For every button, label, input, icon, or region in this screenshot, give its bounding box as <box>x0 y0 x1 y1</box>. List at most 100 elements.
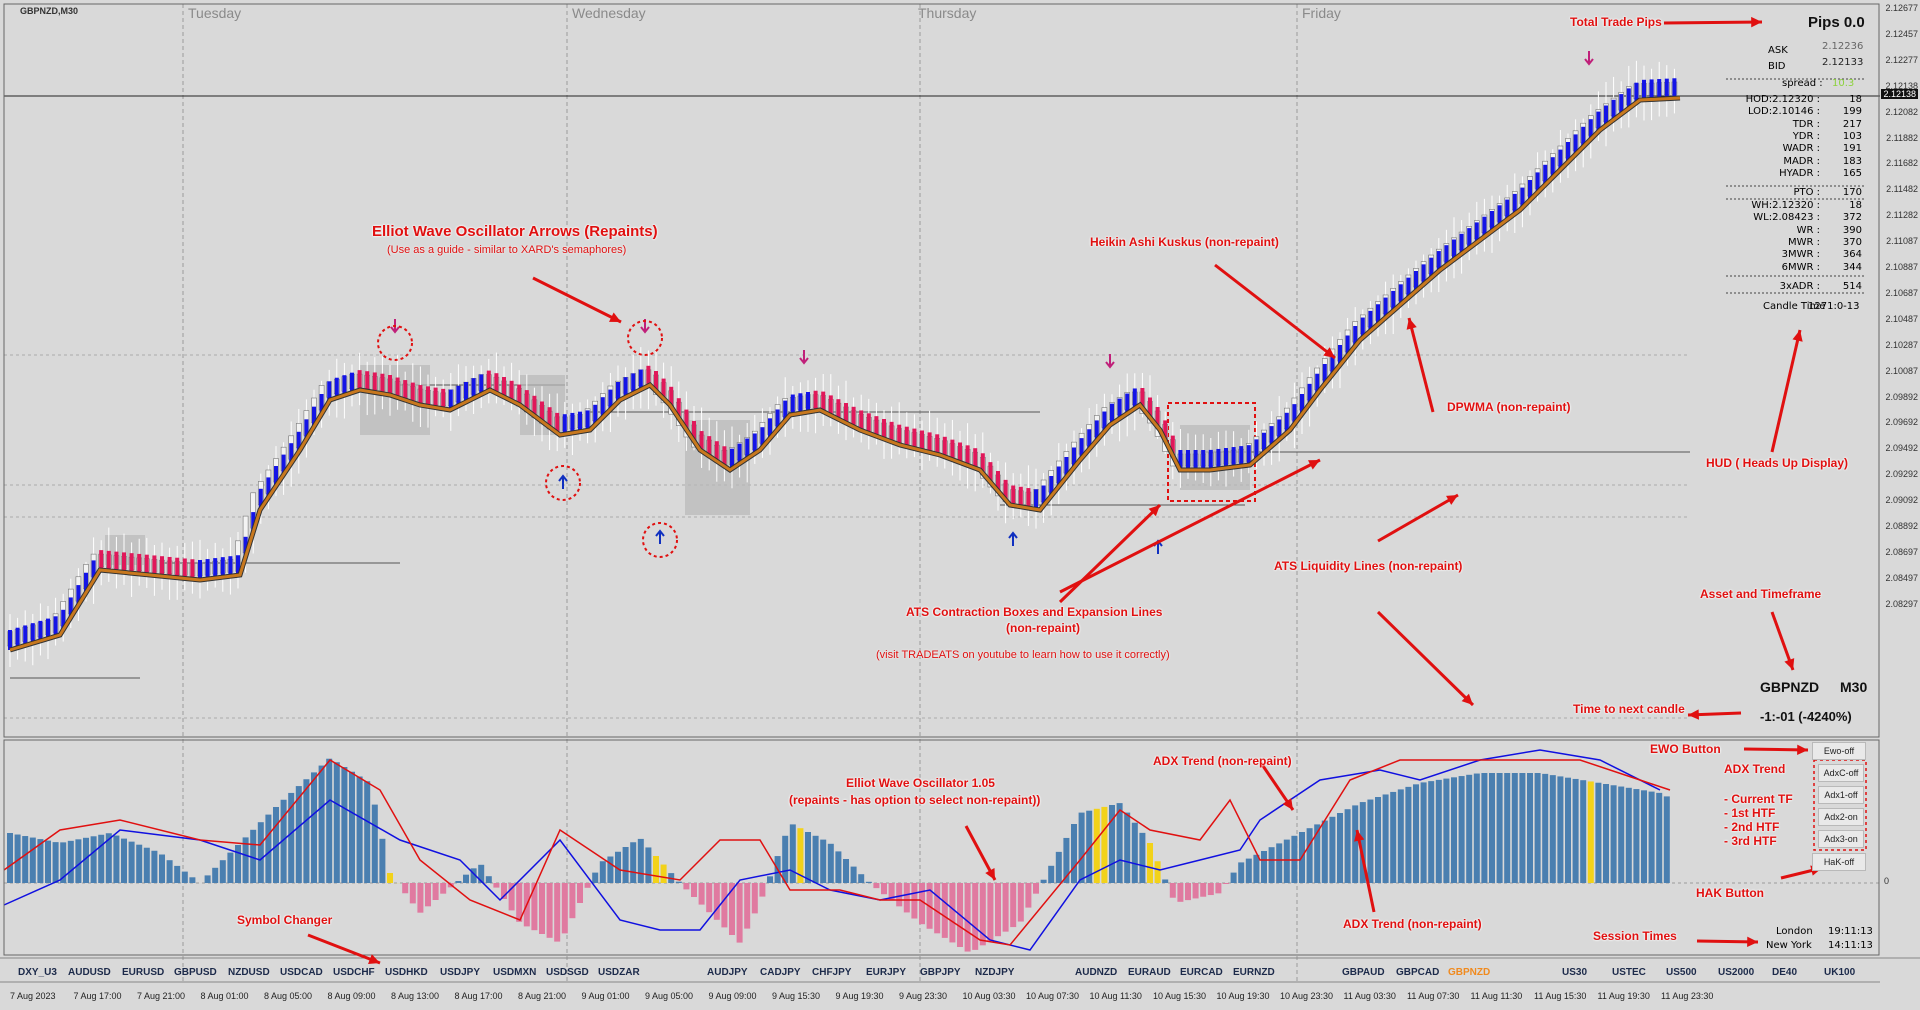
heikin-ashi-bear-bar <box>1163 420 1168 441</box>
ewo-histogram-bar <box>1641 790 1647 883</box>
symbol-button-audnzd[interactable]: AUDNZD <box>1075 967 1118 978</box>
symbol-button-nzdjpy[interactable]: NZDJPY <box>975 967 1015 978</box>
symbol-button-us30[interactable]: US30 <box>1562 967 1588 978</box>
symbol-button-uk100[interactable]: UK100 <box>1824 967 1856 978</box>
symbol-button-usdcad[interactable]: USDCAD <box>280 967 323 978</box>
symbol-button-eurusd[interactable]: EURUSD <box>122 967 165 978</box>
ewo-histogram-bar <box>660 864 667 883</box>
heikin-ashi-bull-bar <box>1619 94 1624 115</box>
heikin-ashi-bear-bar <box>441 388 446 409</box>
arrow-head <box>640 326 650 334</box>
hud-stat-value: 344 <box>1842 261 1862 273</box>
heikin-ashi-bull-bar <box>266 477 271 498</box>
price-axis-tick: 2.09892 <box>1885 391 1918 402</box>
symbol-button-cadjpy[interactable]: CADJPY <box>760 967 801 978</box>
heikin-ashi-bull-bar <box>1208 449 1213 470</box>
symbol-button-ustec[interactable]: USTEC <box>1612 967 1646 978</box>
symbol-button-chfjpy[interactable]: CHFJPY <box>812 967 852 978</box>
ewo-toggle-button[interactable]: Ewo-off <box>1812 742 1866 760</box>
session-london-label: London <box>1776 926 1813 937</box>
symbol-button-gbpcad[interactable]: GBPCAD <box>1396 967 1440 978</box>
ewo-histogram-bar <box>128 841 135 883</box>
ewo-histogram-bar <box>1587 781 1594 883</box>
hud-candle-time-label: Candle Time <box>1763 301 1826 312</box>
heikin-ashi-bull-bar <box>23 625 28 646</box>
ewo-histogram-bar <box>113 835 120 883</box>
heikin-ashi-bull-bar <box>1322 364 1327 384</box>
heikin-ashi-bull-bar <box>1611 99 1616 120</box>
symbol-button-usdsgd[interactable]: USDSGD <box>546 967 589 978</box>
ewo-histogram-bar <box>1139 832 1146 883</box>
symbol-button-usdzar[interactable]: USDZAR <box>598 967 640 978</box>
symbol-button-audusd[interactable]: AUDUSD <box>68 967 111 978</box>
time-axis-tick: 7 Aug 21:00 <box>137 991 186 1001</box>
ewo-histogram-bar <box>349 771 355 883</box>
heikin-ashi-bear-bar <box>486 370 491 391</box>
symbol-button-dxy_u3[interactable]: DXY_U3 <box>18 967 57 978</box>
symbol-button-de40[interactable]: DE40 <box>1772 967 1798 978</box>
heikin-ashi-bull-bar <box>1459 233 1464 254</box>
hud-stat-value: 18 <box>1849 94 1862 105</box>
heikin-ashi-bull-bar <box>281 454 286 475</box>
heikin-ashi-bear-bar <box>692 421 696 441</box>
heikin-ashi-bear-bar <box>106 550 111 571</box>
adx-2nd-htf-button[interactable]: Adx2-on <box>1818 808 1864 826</box>
adx-3rd-htf-button[interactable]: Adx3-on <box>1818 830 1864 848</box>
ewo-histogram-bar <box>280 799 287 883</box>
annotation-arrow-head <box>1751 16 1762 28</box>
price-axis-tick: 2.10887 <box>1885 262 1918 272</box>
hud-bid-value: 2.12133 <box>1822 57 1864 68</box>
ewo-histogram-bar <box>1603 784 1609 883</box>
symbol-button-usdjpy[interactable]: USDJPY <box>440 967 481 978</box>
heikin-ashi-bull-bar <box>61 609 66 630</box>
heikin-ashi-bull-bar <box>1064 457 1069 477</box>
heikin-ashi-bear-bar <box>874 416 879 437</box>
hud-pto-value: 170 <box>1842 187 1862 198</box>
hud-stat-value: 199 <box>1842 106 1862 118</box>
annotation-circle <box>627 320 663 356</box>
adx-1st-htf-button[interactable]: Adx1-off <box>1818 786 1864 804</box>
ewo-histogram-bar <box>409 883 416 904</box>
main-panel-frame <box>3 3 1880 738</box>
heikin-ashi-bear-bar <box>920 430 924 451</box>
hak-toggle-button[interactable]: HaK-off <box>1812 853 1866 871</box>
heikin-ashi-bear-bar <box>380 373 385 394</box>
ewo-histogram-bar <box>1124 812 1131 883</box>
symbol-button-usdhkd[interactable]: USDHKD <box>385 967 428 978</box>
ewo-histogram-bar <box>227 852 234 883</box>
heikin-ashi-bear-bar <box>654 371 658 391</box>
symbol-button-gbpjpy[interactable]: GBPJPY <box>920 967 961 978</box>
symbol-button-usdchf[interactable]: USDCHF <box>333 967 375 978</box>
symbol-button-usdmxn[interactable]: USDMXN <box>493 967 537 978</box>
heikin-ashi-bull-bar <box>745 438 750 459</box>
symbol-button-us2000[interactable]: US2000 <box>1718 967 1755 978</box>
symbol-button-gbpusd[interactable]: GBPUSD <box>174 967 217 978</box>
symbol-button-gbpnzd[interactable]: GBPNZD <box>1448 967 1491 978</box>
heikin-ashi-bull-bar <box>46 618 50 639</box>
symbol-button-audjpy[interactable]: AUDJPY <box>707 967 748 978</box>
heikin-ashi-bear-bar <box>684 409 689 430</box>
symbol-button-euraud[interactable]: EURAUD <box>1128 967 1171 978</box>
symbol-button-eurjpy[interactable]: EURJPY <box>866 967 907 978</box>
heikin-ashi-bull-bar <box>1588 119 1593 140</box>
ewo-histogram-bar <box>326 758 333 883</box>
hud-stat-value: 370 <box>1842 236 1862 248</box>
heikin-ashi-bear-bar <box>1011 485 1016 506</box>
symbol-button-us500[interactable]: US500 <box>1666 967 1697 978</box>
symbol-button-gbpaud[interactable]: GBPAUD <box>1342 967 1385 978</box>
heikin-ashi-bear-bar <box>418 385 423 406</box>
heikin-ashi-bear-bar <box>965 445 970 466</box>
ewo-histogram-bar <box>1428 781 1435 883</box>
symbol-button-eurcad[interactable]: EURCAD <box>1180 967 1223 978</box>
adx-current-tf-button[interactable]: AdxC-off <box>1818 764 1864 782</box>
ewo-histogram-bar <box>972 883 979 950</box>
heikin-ashi-bear-bar <box>882 419 886 439</box>
ewo-histogram-bar <box>1595 782 1602 883</box>
heikin-ashi-bull-bar <box>213 558 218 579</box>
ewo-histogram-bar <box>835 851 842 883</box>
symbol-button-nzdusd[interactable]: NZDUSD <box>228 967 270 978</box>
symbol-button-eurnzd[interactable]: EURNZD <box>1233 967 1275 978</box>
ewo-histogram-bar <box>546 883 553 938</box>
hud-stat-label: WL:2.08423 : <box>1753 212 1820 224</box>
